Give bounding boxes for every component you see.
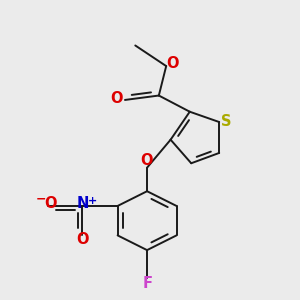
Text: S: S bbox=[221, 114, 232, 129]
Text: +: + bbox=[88, 196, 97, 206]
Text: N: N bbox=[77, 196, 89, 211]
Text: O: O bbox=[110, 91, 123, 106]
Text: −: − bbox=[36, 193, 46, 206]
Text: O: O bbox=[140, 153, 153, 168]
Text: O: O bbox=[44, 196, 57, 211]
Text: F: F bbox=[142, 276, 153, 291]
Text: O: O bbox=[76, 232, 89, 247]
Text: O: O bbox=[167, 56, 179, 70]
